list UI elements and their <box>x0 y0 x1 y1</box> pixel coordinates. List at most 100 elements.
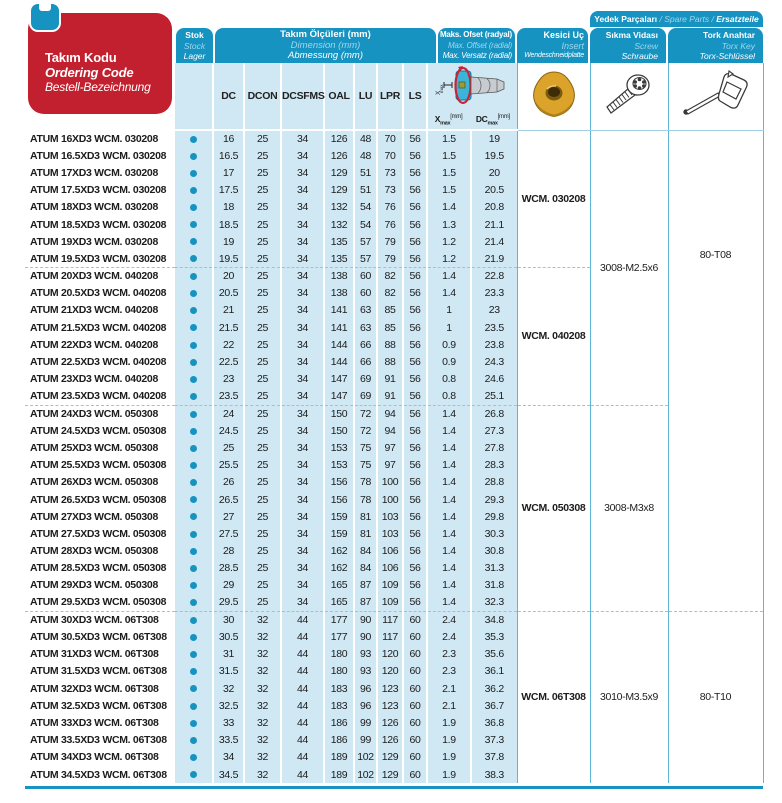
table-row: ATUM 33.5XD3 WCM. 06T308 33.5 32 44 186 99 126… <box>25 731 763 749</box>
lpr-cell: 120 <box>376 662 403 680</box>
xmax-cell: 1.4 <box>426 266 471 285</box>
lpr-cell: 88 <box>376 336 403 354</box>
dcsfms-cell: 34 <box>280 439 324 457</box>
lu-cell: 57 <box>353 250 377 268</box>
dcsfms-cell: 44 <box>280 697 324 715</box>
ordering-code-cell: ATUM 23XD3 WCM. 040208 <box>25 370 175 388</box>
insert-code-cell: WCM. 06T308 <box>516 610 590 784</box>
lu-cell: 60 <box>353 266 377 285</box>
subheader-stock-cell <box>175 63 213 131</box>
oal-cell: 147 <box>323 387 354 405</box>
dc-cell: 33 <box>212 714 244 732</box>
dcmax-cell: 23 <box>470 301 517 320</box>
lpr-cell: 117 <box>376 610 403 629</box>
oal-cell: 165 <box>323 594 354 612</box>
lu-cell: 87 <box>353 594 377 612</box>
stock-cell <box>175 353 213 371</box>
xmax-cell: 1 <box>426 301 471 320</box>
ordering-code-cell: ATUM 31.5XD3 WCM. 06T308 <box>25 662 175 680</box>
stock-cell <box>175 525 213 543</box>
table-row: ATUM 28XD3 WCM. 050308 28 25 34 162 84 106 56 1.… <box>25 542 763 560</box>
clamp-icon <box>31 2 59 30</box>
dcmax-cell: 21.9 <box>470 250 517 268</box>
dcmax-cell: 30.3 <box>470 525 517 543</box>
dcon-cell: 25 <box>243 473 281 491</box>
dcsfms-cell: 34 <box>280 181 324 199</box>
lpr-cell: 79 <box>376 233 403 251</box>
dcon-cell: 25 <box>243 422 281 440</box>
screw-code-cell: 3010-M3.5x9 <box>589 610 668 784</box>
ls-cell: 56 <box>402 198 427 216</box>
dcmax-cell: 28.3 <box>470 456 517 474</box>
dc-cell: 26.5 <box>212 490 244 509</box>
dc-cell: 24.5 <box>212 422 244 440</box>
dcsfms-cell: 34 <box>280 198 324 216</box>
lu-cell: 57 <box>353 233 377 251</box>
table-row: ATUM 27.5XD3 WCM. 050308 27.5 25 34 159 81 103… <box>25 525 763 543</box>
lu-cell: 90 <box>353 610 377 629</box>
lpr-cell: 85 <box>376 319 403 337</box>
dimensions-column-header: Takım Ölçüleri (mm) Dimension (mm) Abmes… <box>215 28 436 63</box>
ls-cell: 60 <box>402 697 427 715</box>
dc-cell: 31.5 <box>212 662 244 680</box>
lu-cell: 87 <box>353 576 377 595</box>
xmax-cell: 0.9 <box>426 336 471 354</box>
table-row: ATUM 32.5XD3 WCM. 06T308 32.5 32 44 183 96 123… <box>25 697 763 715</box>
lpr-cell: 103 <box>376 525 403 543</box>
stock-cell <box>175 765 213 784</box>
table-bottom-border <box>25 786 763 789</box>
lu-cell: 72 <box>353 404 377 423</box>
table-row: ATUM 25XD3 WCM. 050308 25 25 34 153 75 97 56 1.4… <box>25 439 763 457</box>
dcon-cell: 25 <box>243 559 281 577</box>
dc-cell: 22 <box>212 336 244 354</box>
table-row: ATUM 26.5XD3 WCM. 050308 26.5 25 34 156 78 100… <box>25 490 763 509</box>
oal-cell: 159 <box>323 525 354 543</box>
stock-dot <box>190 238 197 246</box>
insert-icon <box>532 71 575 117</box>
stock-dot <box>190 668 197 676</box>
ordering-code-cell: ATUM 16XD3 WCM. 030208 <box>25 130 175 148</box>
catalog-table: DC DCON DCSFMS OAL LU LPR LS X max <box>25 63 764 784</box>
lpr-cell: 73 <box>376 181 403 199</box>
dc-cell: 18 <box>212 198 244 216</box>
stock-dot <box>190 754 197 762</box>
stock-dot <box>190 273 197 281</box>
dc-cell: 29 <box>212 576 244 595</box>
dcmax-cell: 36.2 <box>470 680 517 698</box>
ls-cell: 56 <box>402 473 427 491</box>
table-row: ATUM 26XD3 WCM. 050308 26 25 34 156 78 100 56 1.… <box>25 473 763 491</box>
dcsfms-cell: 34 <box>280 164 324 182</box>
ordering-code-cell: ATUM 28.5XD3 WCM. 050308 <box>25 559 175 577</box>
ordering-code-title-de: Bestell-Bezeichnung <box>45 80 151 94</box>
dcsfms-cell: 34 <box>280 336 324 354</box>
dcsfms-cell: 34 <box>280 250 324 268</box>
oal-cell: 150 <box>323 422 354 440</box>
dcon-cell: 25 <box>243 508 281 526</box>
dcmax-cell: 26.8 <box>470 404 517 423</box>
ls-cell: 56 <box>402 266 427 285</box>
xmax-cell: 2.1 <box>426 680 471 698</box>
ordering-code-cell: ATUM 33.5XD3 WCM. 06T308 <box>25 731 175 749</box>
ls-cell: 56 <box>402 233 427 251</box>
ls-cell: 56 <box>402 525 427 543</box>
lu-cell: 51 <box>353 164 377 182</box>
dcon-cell: 25 <box>243 181 281 199</box>
ordering-code-cell: ATUM 22.5XD3 WCM. 040208 <box>25 353 175 371</box>
dcsfms-cell: 34 <box>280 387 324 405</box>
table-row: ATUM 24.5XD3 WCM. 050308 24.5 25 34 150 72 94 5… <box>25 422 763 440</box>
xmax-cell: 1.4 <box>426 439 471 457</box>
stock-dot <box>190 702 197 710</box>
dcmax-cell: 37.3 <box>470 731 517 749</box>
ls-cell: 56 <box>402 215 427 234</box>
ordering-code-cell: ATUM 18.5XD3 WCM. 030208 <box>25 215 175 234</box>
dcmax-cell: 29.8 <box>470 508 517 526</box>
xmax-cell: 2.1 <box>426 697 471 715</box>
ordering-code-cell: ATUM 24.5XD3 WCM. 050308 <box>25 422 175 440</box>
xmax-cell: 1.4 <box>426 576 471 595</box>
dc-cell: 23.5 <box>212 387 244 405</box>
oal-cell: 144 <box>323 353 354 371</box>
ordering-code-cell: ATUM 17.5XD3 WCM. 030208 <box>25 181 175 199</box>
xmax-cell: 2.3 <box>426 662 471 680</box>
ls-cell: 56 <box>402 336 427 354</box>
xmax-cell: 1.3 <box>426 215 471 234</box>
